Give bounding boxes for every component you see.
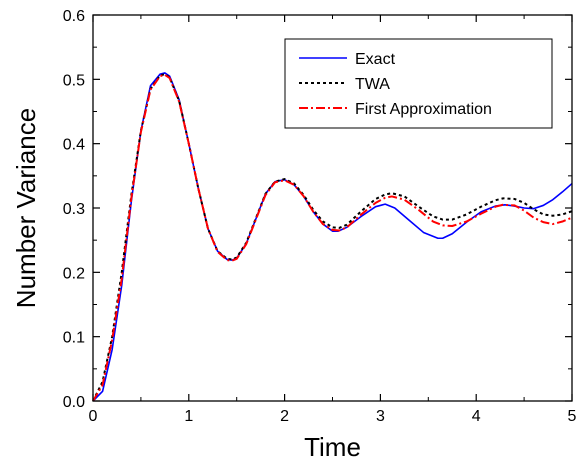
x-axis-title: Time: [304, 432, 361, 462]
y-tick-label: 0.5: [63, 72, 85, 89]
y-tick-label: 0.4: [63, 137, 85, 154]
series-line-first-approximation: [92, 73, 573, 402]
x-tick-label: 5: [568, 408, 576, 425]
x-tick-label: 2: [280, 408, 289, 425]
y-axis-title: Number Variance: [11, 108, 41, 308]
legend-label: Exact: [355, 51, 396, 68]
legend-label: TWA: [355, 76, 390, 93]
x-tick-label: 0: [89, 408, 98, 425]
y-tick-label: 0.0: [63, 394, 85, 411]
x-tick-label: 4: [472, 408, 481, 425]
legend: Exact TWA First Approximation: [284, 38, 553, 129]
legend-label: First Approximation: [355, 101, 492, 118]
legend-items: Exact TWA First Approximation: [299, 51, 492, 118]
series-lines: [92, 72, 573, 402]
y-tick-label: 0.6: [63, 8, 85, 25]
series-line-twa: [92, 73, 573, 402]
plot-frame: [92, 14, 573, 402]
x-tick-label: 3: [376, 408, 385, 425]
y-axis-ticks: 0.0 0.1 0.2 0.3 0.4 0.5 0.6: [63, 8, 572, 411]
y-tick-label: 0.3: [63, 201, 85, 218]
x-tick-label: 1: [184, 408, 193, 425]
y-tick-label: 0.2: [63, 265, 85, 282]
y-tick-label: 0.1: [63, 330, 85, 347]
